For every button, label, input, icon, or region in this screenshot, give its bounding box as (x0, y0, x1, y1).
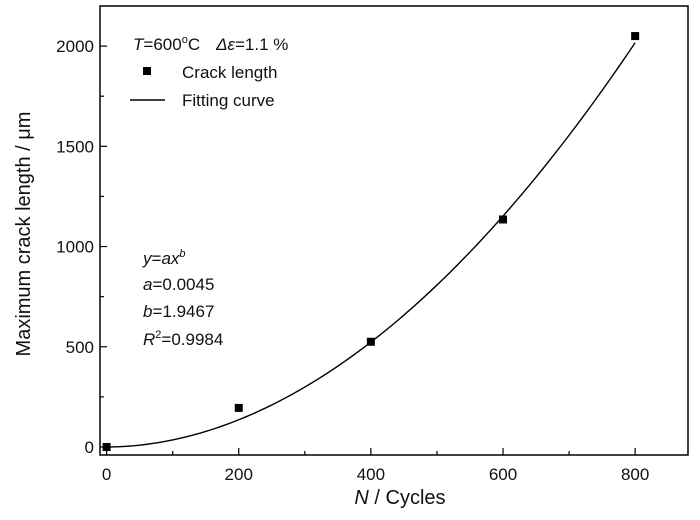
legend: Crack length Fitting curve (130, 63, 277, 110)
temperature-unit: C (188, 35, 200, 54)
y-tick-label: 1000 (56, 238, 94, 257)
fit-param-a: a=0.0045 (143, 275, 214, 294)
fit-annotation: y=axb a=0.0045 b=1.9467 R2=0.9984 (142, 248, 223, 349)
legend-label-fitting-curve: Fitting curve (182, 91, 275, 110)
temperature-value: =600 (143, 35, 181, 54)
data-point (631, 32, 640, 41)
fit-param-b: b=1.9467 (143, 302, 214, 321)
x-tick-label: 800 (621, 465, 649, 484)
y-tick-label: 1500 (56, 137, 94, 156)
x-tick-label: 200 (225, 465, 253, 484)
degree-sign: o (182, 34, 188, 46)
y-tick-label: 0 (85, 438, 94, 457)
fit-equation: y=axb (142, 248, 186, 268)
data-point (102, 442, 111, 451)
data-point (499, 215, 508, 224)
y-tick-label: 500 (66, 338, 94, 357)
data-point (366, 337, 375, 346)
x-axis-title: N / Cycles (354, 487, 445, 509)
axis-ticks: 0 200 400 600 800 0 500 1000 1500 2000 (56, 37, 649, 484)
crack-length-markers (102, 32, 640, 451)
legend-label-crack-length: Crack length (182, 63, 277, 82)
condition-annotation: T=600oC Δε=1.1 % (133, 34, 288, 54)
temperature-var: T (133, 35, 145, 54)
y-axis-title: Maximum crack length / μm (13, 112, 35, 357)
data-point (234, 403, 243, 412)
x-tick-label: 400 (357, 465, 385, 484)
x-tick-label: 0 (102, 465, 111, 484)
fit-r-squared: R2=0.9984 (143, 329, 223, 349)
plot-frame (99, 5, 689, 456)
legend-marker-icon (143, 67, 151, 75)
strain-var: Δε (215, 35, 235, 54)
x-tick-label: 600 (489, 465, 517, 484)
strain-value: =1.1 % (235, 35, 288, 54)
y-tick-label: 2000 (56, 37, 94, 56)
